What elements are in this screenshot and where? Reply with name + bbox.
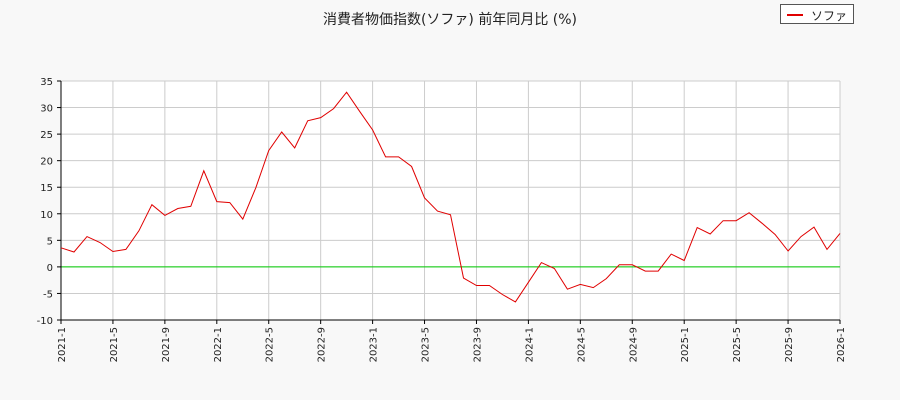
chart-title: 消費者物価指数(ソファ) 前年同月比 (%) [322, 12, 578, 28]
y-tick-label: 0 [47, 263, 53, 274]
x-tick-label: 2023-5 [421, 327, 432, 362]
y-tick-label: 15 [40, 183, 53, 194]
y-tick-label: 10 [40, 210, 53, 221]
x-tick-label: 2024-9 [628, 327, 639, 362]
legend-label: ソファ [811, 9, 848, 23]
series-line [60, 91, 841, 303]
x-tick-label: 2026-1 [836, 327, 847, 362]
x-tick-label: 2023-1 [369, 327, 380, 362]
x-tick-label: 2021-5 [109, 327, 120, 362]
y-tick-label: 25 [40, 130, 53, 141]
x-tick-label: 2023-9 [472, 327, 483, 362]
x-tick-label: 2025-1 [680, 327, 691, 362]
x-tick-label: 2025-9 [784, 327, 795, 362]
y-tick-label: -10 [37, 316, 53, 327]
x-tick-label: 2021-9 [161, 327, 172, 362]
x-tick-label: 2022-5 [265, 327, 276, 362]
plot-background [61, 81, 840, 320]
x-tick-label: 2024-1 [524, 327, 535, 362]
x-tick-label: 2022-1 [213, 327, 224, 362]
x-tick-label: 2025-5 [732, 327, 743, 362]
x-tick-label: 2022-9 [317, 327, 328, 362]
x-tick-label: 2021-1 [57, 327, 68, 362]
x-tick-label: 2024-5 [576, 327, 587, 362]
y-tick-label: -5 [43, 289, 53, 300]
y-tick-label: 5 [47, 236, 53, 247]
legend-line-swatch [787, 14, 803, 16]
y-tick-label: 30 [40, 104, 53, 115]
legend: ソファ [780, 4, 854, 24]
y-tick-label: 20 [40, 157, 53, 168]
y-tick-label: 35 [40, 77, 53, 88]
